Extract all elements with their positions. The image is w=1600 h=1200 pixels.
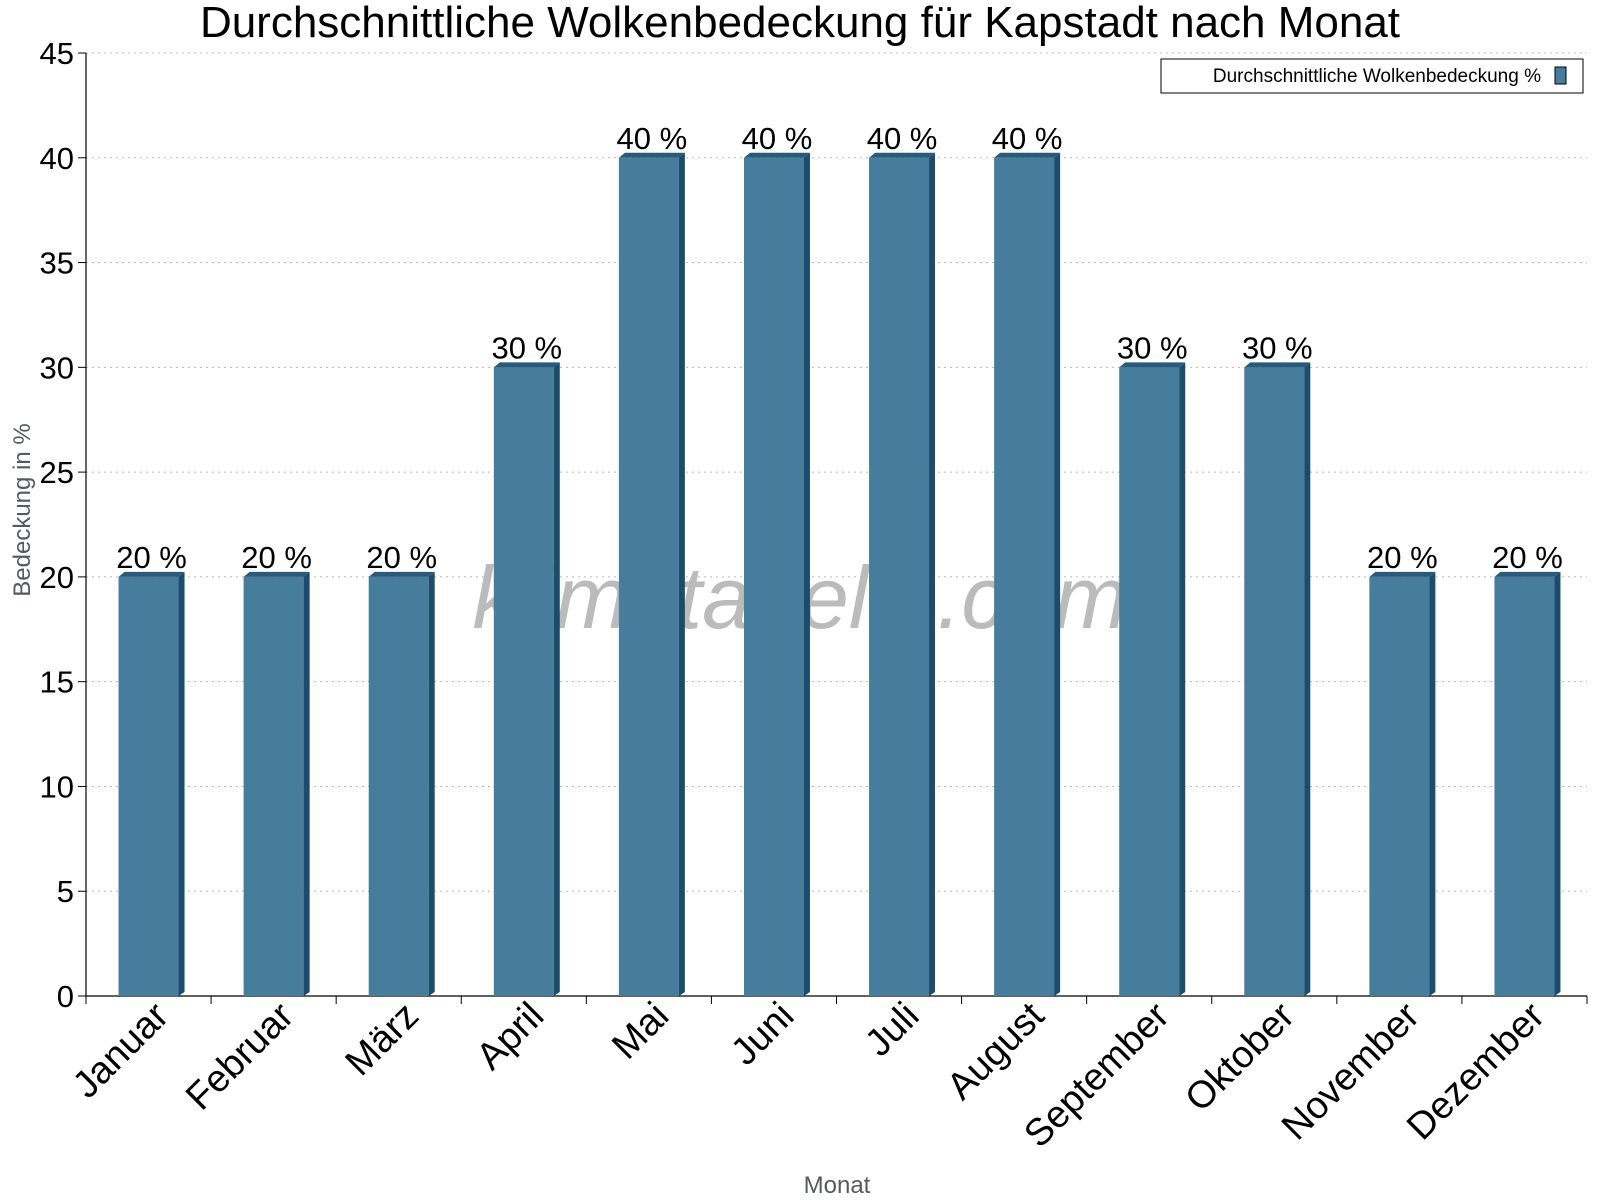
data-label: 20 %	[1367, 540, 1438, 575]
y-tick-label: 0	[57, 979, 74, 1014]
bar-side	[1304, 362, 1311, 996]
bar-front	[243, 576, 304, 996]
bar-top	[994, 152, 1061, 158]
data-label: 20 %	[366, 540, 437, 575]
bar-April	[493, 362, 560, 996]
bar-September	[1119, 362, 1186, 996]
bar-front	[994, 157, 1055, 996]
bar-side	[1179, 362, 1186, 996]
y-tick-label: 5	[57, 874, 74, 909]
bar-side	[678, 152, 685, 996]
data-label: 20 %	[241, 540, 312, 575]
data-labels: 20 % 20 % 20 % 30 % 40 % 40 % 40 % 40 % 30 % 30 %…	[116, 121, 1563, 575]
legend-label: Durchschnittliche Wolkenbedeckung %	[1213, 66, 1541, 87]
x-tick-label: Februar	[178, 994, 302, 1118]
bar-side	[1054, 152, 1061, 996]
x-tick-label: April	[469, 995, 552, 1078]
bar-Januar	[118, 571, 185, 996]
x-tick-label: Mai	[604, 995, 677, 1068]
bar-top	[1369, 571, 1436, 577]
data-label: 40 %	[867, 121, 938, 156]
bar-front	[368, 576, 429, 996]
bar-front	[118, 576, 179, 996]
bar-top	[118, 571, 185, 577]
bar-Dezember	[1494, 571, 1561, 996]
x-tick-label: August	[939, 994, 1053, 1108]
axes	[78, 52, 1588, 1004]
bar-top	[1494, 571, 1561, 577]
bar-Mai	[618, 152, 685, 996]
y-tick-labels: 0 5 10 15 20 25 30 35 40 45	[40, 36, 74, 1014]
bar-front	[1494, 576, 1555, 996]
bar-front	[1369, 576, 1430, 996]
bar-August	[994, 152, 1061, 996]
bar-top	[493, 362, 560, 368]
bar-Februar	[243, 571, 310, 996]
bar-front	[743, 157, 804, 996]
legend-box	[1160, 58, 1584, 94]
y-tick-label: 10	[40, 769, 74, 804]
bar-side	[803, 152, 810, 996]
bars	[118, 152, 1561, 996]
gridlines	[86, 52, 1587, 892]
bar-top	[869, 152, 936, 158]
y-tick-label: 30	[40, 350, 74, 385]
x-tick-label: Januar	[65, 994, 177, 1106]
x-tick-labels: Januar Februar März April Mai Juni Juli AugustS…	[65, 994, 1553, 1155]
x-tick-label: Oktober	[1177, 994, 1303, 1120]
bar-front	[618, 157, 679, 996]
bar-side	[178, 571, 185, 996]
y-tick-label: 15	[40, 665, 74, 700]
y-tick-label: 20	[40, 560, 74, 595]
bar-side	[1554, 571, 1561, 996]
bar-side	[428, 571, 435, 996]
data-label: 30 %	[491, 330, 562, 365]
bar-Juli	[869, 152, 936, 996]
bar-front	[1119, 367, 1180, 996]
data-label: 20 %	[1492, 540, 1563, 575]
y-axis-label: Bedeckung in %	[9, 423, 36, 596]
x-tick-label: Juni	[723, 995, 802, 1074]
data-label: 40 %	[617, 121, 688, 156]
y-tick-label: 35	[40, 246, 74, 281]
data-label: 40 %	[742, 121, 813, 156]
y-tick-label: 40	[40, 141, 74, 176]
x-tick-label: Dezember	[1399, 994, 1553, 1148]
bar-side	[553, 362, 560, 996]
y-tick-label: 45	[40, 36, 74, 71]
data-label: 30 %	[1242, 330, 1313, 365]
bar-top	[368, 571, 435, 577]
x-tick-label: Juli	[857, 995, 927, 1065]
bar-top	[243, 571, 310, 577]
bar-top	[618, 152, 685, 158]
legend: Durchschnittliche Wolkenbedeckung %	[1160, 58, 1584, 94]
data-label: 40 %	[992, 121, 1063, 156]
bar-side	[929, 152, 936, 996]
bar-top	[1244, 362, 1311, 368]
bar-front	[869, 157, 930, 996]
data-label: 30 %	[1117, 330, 1188, 365]
bar-front	[493, 367, 554, 996]
x-axis-label: Monat	[804, 1172, 871, 1199]
bar-side	[1429, 571, 1436, 996]
bar-November	[1369, 571, 1436, 996]
bar-front	[1244, 367, 1305, 996]
y-tick-label: 25	[40, 455, 74, 490]
bar-top	[1119, 362, 1186, 368]
bar-Juni	[743, 152, 810, 996]
bar-März	[368, 571, 435, 996]
chart-title: Durchschnittliche Wolkenbedeckung für Ka…	[200, 0, 1400, 47]
bar-top	[743, 152, 810, 158]
bar-Oktober	[1244, 362, 1311, 996]
x-tick-label: März	[338, 995, 427, 1084]
bar-side	[303, 571, 310, 996]
legend-swatch	[1554, 66, 1567, 85]
data-label: 20 %	[116, 540, 187, 575]
